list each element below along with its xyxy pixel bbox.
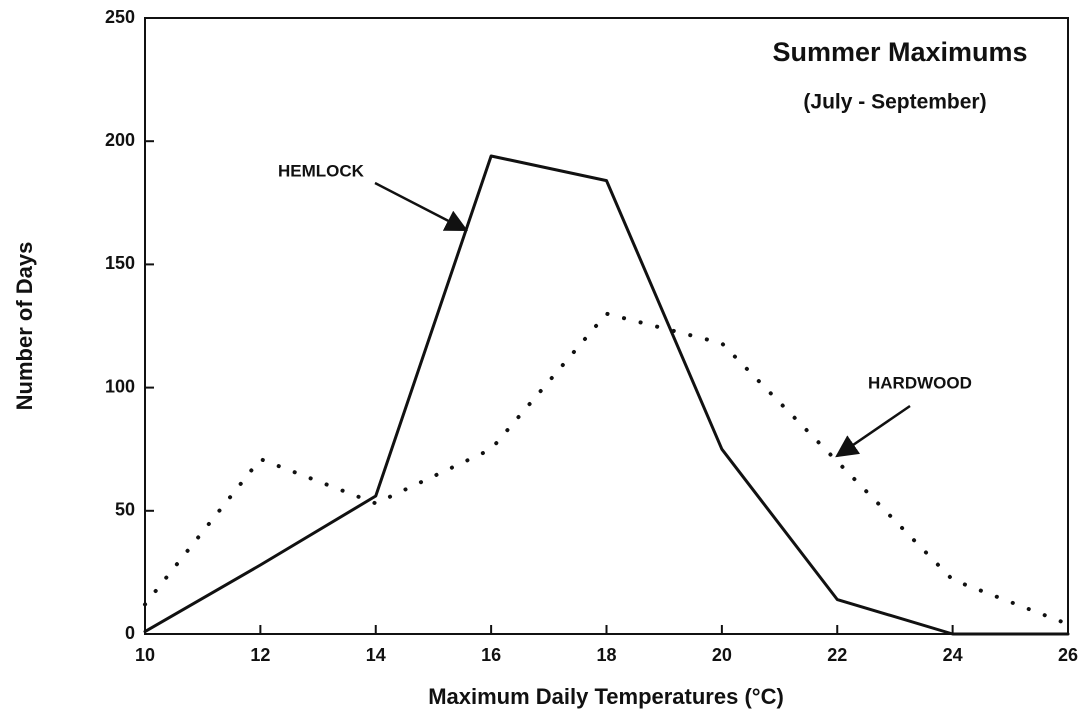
chart-title: Summer Maximums xyxy=(772,37,1027,67)
series-label: HARDWOOD xyxy=(868,373,972,392)
y-tick-label: 200 xyxy=(105,130,135,150)
x-tick-label: 14 xyxy=(366,645,386,665)
x-tick-label: 22 xyxy=(827,645,847,665)
series-label: HEMLOCK xyxy=(278,161,365,180)
series-line xyxy=(143,154,1070,636)
chart-subtitle: (July - September) xyxy=(803,91,986,114)
y-tick-label: 150 xyxy=(105,253,135,273)
y-axis-label: Number of Days xyxy=(12,242,37,411)
x-tick-label: 18 xyxy=(596,645,616,665)
y-tick-label: 250 xyxy=(105,7,135,27)
y-tick-label: 100 xyxy=(105,376,135,396)
x-tick-label: 16 xyxy=(481,645,501,665)
y-tick-label: 0 xyxy=(125,623,135,643)
x-axis-label: Maximum Daily Temperatures (°C) xyxy=(428,684,784,709)
x-tick-label: 20 xyxy=(712,645,732,665)
annotation-arrow xyxy=(374,181,468,232)
series-line xyxy=(143,311,1070,627)
annotation-arrow xyxy=(835,404,911,458)
x-tick-label: 24 xyxy=(943,645,963,665)
y-tick-label: 50 xyxy=(115,500,135,520)
x-tick-label: 12 xyxy=(250,645,270,665)
x-tick-label: 26 xyxy=(1058,645,1078,665)
x-tick-label: 10 xyxy=(135,645,155,665)
